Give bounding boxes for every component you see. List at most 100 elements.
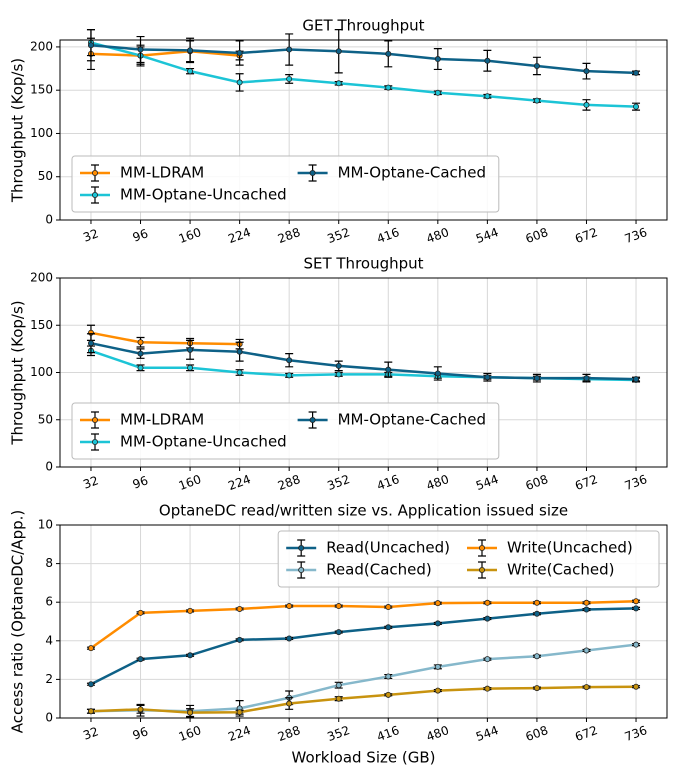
legend-label: MM-Optane-Cached [338,164,486,182]
point [137,656,144,663]
series-line [90,349,637,382]
legend-label: Write(Uncached) [507,539,633,557]
series-line [90,643,637,713]
x-tick-label: 480 [424,225,450,246]
chart-title: SET Throughput [303,255,423,273]
x-axis-label: Workload Size (GB) [292,749,436,767]
x-tick-label: 32 [81,724,100,742]
x-tick-label: 96 [131,226,150,244]
legend-marker [298,545,305,552]
point [484,374,491,381]
x-tick-label: 352 [325,225,351,246]
x-tick-label: 608 [524,472,550,493]
x-tick-label: 160 [177,472,203,493]
y-tick-label: 100 [30,126,53,140]
point [187,47,194,54]
y-tick-label: 0 [45,213,53,227]
point [583,647,590,654]
x-tick-label: 32 [81,226,100,244]
y-tick-label: 50 [38,169,53,183]
point [286,372,293,379]
point [484,57,491,64]
legend-marker [92,416,99,423]
y-tick-label: 150 [30,318,53,332]
x-tick-label: 608 [524,225,550,246]
point [385,604,392,611]
x-tick-label: 672 [573,225,599,246]
point [187,346,194,353]
series-line [90,331,240,346]
x-tick-label: 352 [325,723,351,744]
legend-label: MM-Optane-Uncached [120,433,287,451]
point [583,375,590,382]
y-tick-label: 0 [45,711,53,725]
plot-frame [59,524,668,719]
legend-label: Read(Uncached) [326,539,450,557]
plot-frame [59,277,668,468]
legend-label: MM-Optane-Uncached [120,186,287,204]
x-tick-label: 96 [131,724,150,742]
point [633,641,640,648]
legend-marker [92,438,99,445]
point [335,629,342,636]
legend-label: MM-LDRAM [120,164,204,182]
point [236,369,243,376]
series-line [90,43,637,75]
x-tick-label: 32 [81,473,100,491]
y-tick-label: 100 [30,365,53,379]
point [484,685,491,692]
point [335,695,342,702]
x-tick-label: 608 [524,723,550,744]
point [434,620,441,627]
point [385,673,392,680]
point [236,79,243,86]
y-tick-label: 8 [45,556,53,570]
point [286,46,293,53]
x-tick-label: 544 [474,225,500,246]
x-tick-label: 288 [276,472,302,493]
y-tick-label: 10 [38,518,53,532]
plot-frame [59,39,668,221]
x-tick-label: 288 [276,225,302,246]
point [583,101,590,108]
legend-marker [309,416,316,423]
series-line [90,341,637,381]
point [633,598,640,605]
legend-marker [298,567,305,574]
point [533,599,540,606]
point [434,663,441,670]
point [87,708,94,715]
point [434,600,441,607]
point [187,709,194,716]
point [137,706,144,713]
point [335,682,342,689]
x-tick-label: 416 [375,723,401,744]
series-line [90,607,637,686]
x-tick-label: 672 [573,472,599,493]
point [137,46,144,53]
point [137,350,144,357]
y-tick-label: 6 [45,595,53,609]
y-axis-label: Throughput (Kop/s) [9,58,27,203]
x-tick-label: 544 [474,723,500,744]
point [87,340,94,347]
y-tick-label: 0 [45,460,53,474]
y-tick-label: 200 [30,271,53,285]
point [434,370,441,377]
x-tick-label: 352 [325,472,351,493]
point [236,636,243,643]
point [236,709,243,716]
point [434,89,441,96]
legend-box [71,155,500,213]
point [533,685,540,692]
point [385,624,392,631]
legend-label: Write(Cached) [507,561,614,579]
point [385,691,392,698]
point [286,357,293,364]
point [583,684,590,691]
point [533,610,540,617]
point [434,56,441,63]
point [583,599,590,606]
point [137,609,144,616]
point [137,339,144,346]
